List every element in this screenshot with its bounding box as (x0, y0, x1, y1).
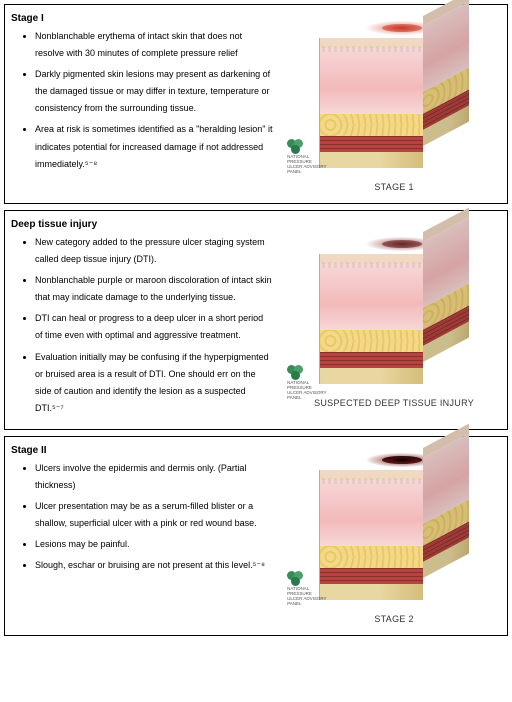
stage-text-column: Stage I Nonblanchable erythema of intact … (5, 5, 281, 203)
stage-image-column: NATIONAL PRESSURE ULCER ADVISORY PANEL ST… (281, 5, 507, 203)
stage-text-column: Stage II Ulcers involve the epidermis and… (5, 437, 281, 635)
npuap-logo: NATIONAL PRESSURE ULCER ADVISORY PANEL (287, 139, 327, 175)
stage-bullet-list: Nonblanchable erythema of intact skin th… (11, 28, 273, 173)
stage-bullet: Area at risk is sometimes identified as … (35, 121, 273, 172)
npuap-logo: NATIONAL PRESSURE ULCER ADVISORY PANEL (287, 571, 327, 607)
stage-bullet: Ulcer presentation may be as a serum-fil… (35, 498, 273, 532)
stage-bullet: Nonblanchable erythema of intact skin th… (35, 28, 273, 62)
stage-caption: STAGE 1 (374, 182, 413, 192)
stage-bullet: Nonblanchable purple or maroon discolora… (35, 272, 273, 306)
stage-bullet: Darkly pigmented skin lesions may presen… (35, 66, 273, 117)
stage-bullet: Evaluation initially may be confusing if… (35, 349, 273, 417)
logo-text: NATIONAL PRESSURE ULCER ADVISORY PANEL (287, 587, 327, 607)
logo-text: NATIONAL PRESSURE ULCER ADVISORY PANEL (287, 381, 327, 401)
stage-title: Stage II (11, 445, 273, 456)
stage-image-column: NATIONAL PRESSURE ULCER ADVISORY PANEL ST… (281, 437, 507, 635)
stage-title: Deep tissue injury (11, 219, 273, 230)
stage-bullet-list: New category added to the pressure ulcer… (11, 234, 273, 417)
stage-bullet: Lesions may be painful. (35, 536, 273, 553)
stage-bullet: Slough, eschar or bruising are not prese… (35, 557, 273, 574)
logo-text: NATIONAL PRESSURE ULCER ADVISORY PANEL (287, 155, 327, 175)
stage-bullet-list: Ulcers involve the epidermis and dermis … (11, 460, 273, 575)
stage-image-column: NATIONAL PRESSURE ULCER ADVISORY PANELSU… (281, 211, 507, 429)
stage-text-column: Deep tissue injury New category added to … (5, 211, 281, 429)
stage-bullet: New category added to the pressure ulcer… (35, 234, 273, 268)
stage-bullet: DTI can heal or progress to a deep ulcer… (35, 310, 273, 344)
stage-panel: Stage II Ulcers involve the epidermis and… (4, 436, 508, 636)
tissue-cube-illustration (319, 448, 469, 608)
tissue-cube-illustration (319, 16, 469, 176)
stage-panel: Deep tissue injury New category added to … (4, 210, 508, 430)
stage-bullet: Ulcers involve the epidermis and dermis … (35, 460, 273, 494)
stage-title: Stage I (11, 13, 273, 24)
npuap-logo: NATIONAL PRESSURE ULCER ADVISORY PANEL (287, 365, 327, 401)
stage-caption: SUSPECTED DEEP TISSUE INJURY (314, 398, 474, 408)
stage-caption: STAGE 2 (374, 614, 413, 624)
stage-panel: Stage I Nonblanchable erythema of intact … (4, 4, 508, 204)
tissue-cube-illustration (319, 232, 469, 392)
